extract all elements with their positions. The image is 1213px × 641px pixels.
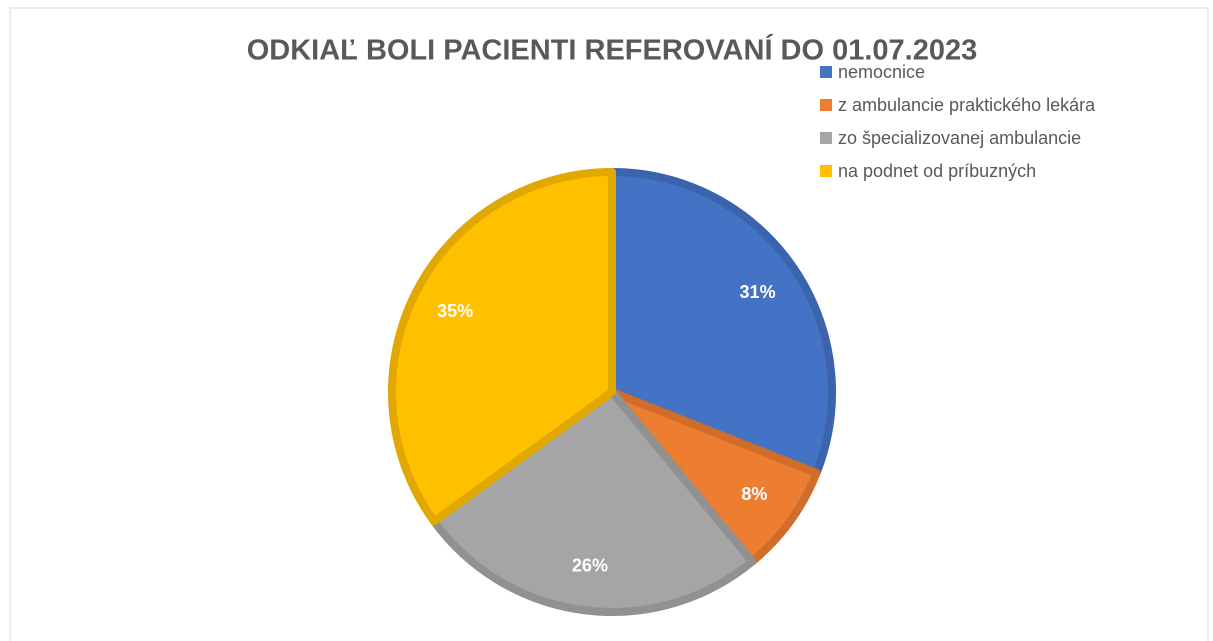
- legend-swatch: [820, 165, 832, 177]
- data-label: 31%: [740, 282, 776, 302]
- legend-swatch: [820, 132, 832, 144]
- legend-label: z ambulancie praktického lekára: [838, 95, 1096, 115]
- data-label: 35%: [437, 301, 473, 321]
- pie-slice: [388, 168, 616, 526]
- data-label: 26%: [572, 555, 608, 575]
- chart-title: ODKIAĽ BOLI PACIENTI REFEROVANÍ DO 01.07…: [247, 33, 978, 67]
- slice-outline: [430, 388, 757, 616]
- slice-outline: [608, 168, 836, 477]
- pie-slice: [608, 168, 836, 477]
- legend-label: na podnet od príbuzných: [838, 161, 1036, 181]
- legend-label: zo špecializovanej ambulancie: [838, 128, 1081, 148]
- pie-slice: [430, 388, 757, 616]
- slice-outline: [388, 168, 616, 526]
- legend-swatch: [820, 66, 832, 78]
- legend-label: nemocnice: [838, 62, 925, 82]
- data-label: 8%: [741, 484, 767, 504]
- legend-swatch: [820, 99, 832, 111]
